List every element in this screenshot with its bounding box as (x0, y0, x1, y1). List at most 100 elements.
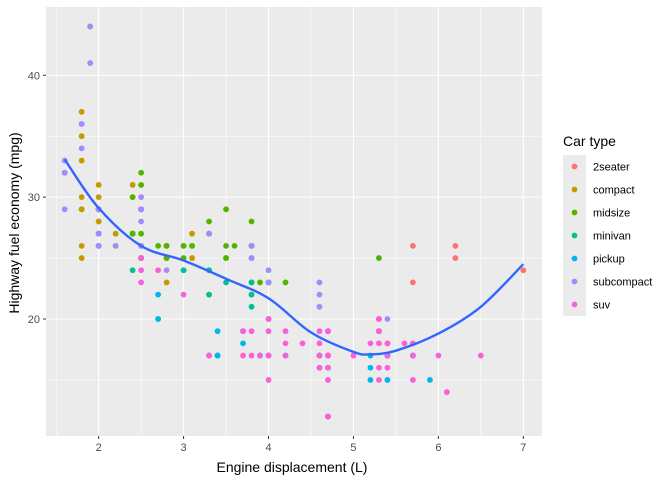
point-2seater (452, 242, 459, 249)
point-subcompact (112, 242, 119, 249)
point-midsize (189, 242, 195, 249)
legend-item-2seater: 2seater (563, 155, 630, 178)
point-midsize (138, 230, 145, 237)
point-subcompact (248, 242, 255, 249)
point-subcompact (95, 230, 102, 237)
point-suv (410, 377, 416, 383)
point-suv (376, 364, 382, 371)
point-suv (248, 352, 255, 359)
y-axis-title: Highway fuel economy (mpg) (6, 132, 22, 313)
point-pickup (214, 328, 221, 335)
point-compact (78, 255, 85, 261)
legend-label: suv (593, 300, 611, 312)
x-axis-title: Engine displacement (L) (217, 459, 368, 475)
point-2seater (410, 279, 416, 286)
point-suv (316, 352, 323, 359)
point-subcompact (206, 230, 212, 237)
point-midsize (206, 218, 212, 225)
point-suv (350, 352, 357, 359)
point-midsize (180, 242, 187, 249)
point-suv (435, 352, 442, 359)
point-minivan (129, 267, 136, 274)
point-minivan (248, 279, 255, 286)
point-subcompact (163, 267, 170, 274)
point-2seater (410, 242, 416, 249)
y-tick-label: 20 (28, 314, 40, 326)
point-subcompact (248, 255, 255, 261)
legend-symbol (571, 232, 578, 239)
point-subcompact (384, 316, 391, 322)
point-subcompact (78, 121, 85, 127)
point-midsize (376, 255, 382, 261)
point-2seater (520, 267, 527, 274)
point-compact (95, 218, 102, 225)
x-tick-label: 6 (435, 442, 441, 454)
legend-label: compact (593, 185, 635, 197)
point-midsize (129, 230, 136, 237)
point-2seater (452, 255, 459, 261)
point-suv (180, 291, 187, 298)
point-pickup (367, 377, 374, 383)
legend-item-minivan: minivan (563, 224, 631, 247)
point-suv (376, 316, 382, 322)
point-subcompact (61, 169, 68, 176)
point-suv (384, 340, 391, 347)
point-compact (78, 206, 85, 213)
point-midsize (223, 242, 229, 249)
legend: Car type 2seater compact midsize minivan pic… (563, 133, 652, 316)
point-subcompact (316, 291, 323, 298)
point-midsize (138, 182, 145, 188)
point-subcompact (138, 206, 145, 213)
point-suv (477, 352, 484, 359)
legend-label: pickup (593, 254, 625, 266)
point-subcompact (78, 145, 85, 152)
legend-symbol (571, 255, 578, 262)
point-suv (376, 328, 382, 335)
point-midsize (223, 206, 229, 213)
point-compact (189, 255, 195, 261)
point-suv (155, 267, 162, 274)
point-minivan (248, 303, 255, 310)
point-suv (367, 340, 374, 347)
point-midsize (248, 218, 255, 225)
point-suv (282, 340, 289, 347)
y-tick-label: 30 (28, 192, 40, 204)
point-suv (325, 377, 331, 383)
point-compact (189, 230, 195, 237)
legend-item-subcompact: subcompact (563, 270, 652, 293)
plot-panel (46, 7, 542, 436)
point-suv (376, 340, 382, 347)
point-pickup (155, 291, 162, 298)
point-suv (265, 328, 272, 335)
point-subcompact (87, 23, 94, 30)
point-pickup (384, 377, 391, 383)
point-midsize (231, 242, 238, 249)
point-suv (265, 377, 272, 383)
point-suv (376, 377, 382, 383)
legend-symbol (571, 278, 578, 285)
point-midsize (163, 242, 170, 249)
point-compact (78, 133, 85, 140)
point-suv (282, 352, 289, 359)
point-suv (240, 328, 246, 335)
point-suv (325, 364, 331, 371)
point-subcompact (61, 206, 68, 213)
point-suv (138, 267, 145, 274)
tick-labels: 2 3 4 5 6 7 20 30 40 (28, 70, 527, 454)
point-minivan (248, 291, 255, 298)
point-compact (78, 108, 85, 115)
point-compact (78, 242, 85, 249)
legend-label: midsize (593, 208, 630, 220)
point-suv (410, 352, 416, 359)
x-tick-label: 2 (96, 442, 102, 454)
point-compact (95, 194, 102, 201)
point-pickup (367, 364, 374, 371)
point-pickup (155, 316, 162, 322)
point-subcompact (87, 60, 94, 66)
smooth-trend-line (63, 158, 525, 356)
point-midsize (155, 242, 162, 249)
x-tick-label: 5 (350, 442, 356, 454)
point-suv (248, 328, 255, 335)
legend-title: Car type (563, 133, 616, 149)
